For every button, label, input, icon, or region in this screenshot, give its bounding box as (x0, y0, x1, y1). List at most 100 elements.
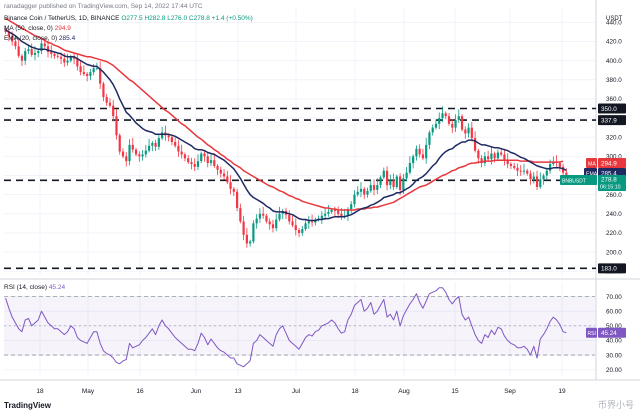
ema-legend[interactable]: EMA (20, close, 0) 285.4 (4, 35, 75, 42)
candle-body (457, 116, 460, 120)
candle-body (483, 156, 486, 164)
candle-body (369, 185, 372, 191)
candle-body (431, 127, 434, 133)
candle-body (242, 221, 245, 235)
candle-body (503, 154, 506, 161)
ma-badge (598, 158, 626, 168)
candle-body (76, 58, 79, 67)
candle-body (14, 41, 17, 47)
candle-body (353, 194, 356, 205)
level-badge (598, 103, 626, 114)
watermark-text: 币界小号 (597, 400, 634, 410)
candle-body (24, 51, 27, 61)
price-tick-label: 400.0 (606, 58, 622, 65)
candle-body (545, 170, 548, 176)
time-tick-label: May (82, 388, 95, 395)
candle-body (252, 223, 255, 242)
candle-body (249, 241, 252, 244)
candle-body (268, 221, 271, 225)
candle-body (438, 118, 441, 124)
candle-body (59, 56, 63, 59)
candle-body (532, 176, 535, 180)
ema-legend-value: 285.4 (58, 35, 76, 42)
candle-body (428, 132, 431, 145)
ma-legend[interactable]: MA (50, close, 0) 294.9 (4, 25, 71, 32)
candle-body (359, 188, 363, 192)
candle-body (235, 191, 239, 209)
time-tick-label: Jul (292, 388, 301, 395)
candle-body (46, 46, 50, 53)
candle-body (50, 52, 53, 54)
candle-body (275, 219, 278, 229)
candle-body (20, 55, 24, 61)
candle-body (363, 188, 366, 195)
watermark: 币界小号 (598, 398, 634, 411)
candle-body (203, 153, 206, 157)
rsi-tag (586, 327, 597, 338)
candle-body (516, 167, 519, 171)
time-tick-label: Aug (398, 388, 410, 395)
candle-body (79, 66, 82, 73)
candle-body (350, 204, 353, 209)
candle-body (11, 35, 14, 42)
ohlc-readout: O277.5 H282.8 L276.0 C278.8 +1.4 (+0.50%… (121, 15, 253, 22)
candle-body (447, 116, 451, 124)
time-tick-label: 18 (36, 388, 44, 395)
candle-body (434, 123, 438, 128)
level-badge (598, 263, 626, 274)
candle-body (115, 116, 118, 136)
price-tick-label: 380.0 (606, 77, 622, 84)
candle-body (17, 46, 20, 56)
candle-body (529, 173, 532, 180)
candle-body (170, 137, 173, 142)
candle-body (467, 127, 470, 134)
time-tick-label: 15 (451, 388, 459, 395)
candle-body (558, 163, 561, 167)
brand-text: TradingView (4, 401, 51, 410)
candle-body (421, 154, 425, 159)
candle-body (134, 149, 138, 155)
candle-body (278, 213, 281, 220)
candle-body (219, 169, 222, 174)
candle-body (288, 214, 291, 222)
rsi-legend[interactable]: RSI (14, close) 45.24 (4, 284, 65, 291)
candle-body (196, 161, 200, 167)
candle-body (200, 153, 203, 162)
price-tick-label: 420.0 (606, 39, 622, 46)
candle-body (131, 144, 134, 150)
candle-body (405, 172, 408, 179)
price-tick-label: 320.0 (606, 134, 622, 141)
candle-body (480, 158, 483, 164)
candle-body (496, 152, 500, 159)
candle-body (174, 142, 177, 146)
candle-body (92, 68, 95, 73)
candle-body (451, 123, 454, 128)
rsi-tick-label: 70.00 (606, 294, 622, 301)
publish-line: ranadagger published on TradingView.com,… (4, 3, 203, 10)
ma50-line (5, 17, 564, 211)
rsi-legend-label: RSI (14, close) (4, 284, 47, 291)
candle-body (30, 49, 33, 55)
candle-body (121, 151, 125, 157)
candle-body (138, 154, 141, 157)
last-badge (598, 175, 626, 191)
candle-body (209, 160, 213, 164)
candle-body (454, 119, 457, 128)
price-tick-label: 300.0 (606, 154, 622, 161)
price-tick-label: 440.0 (606, 20, 622, 27)
candle-body (395, 176, 398, 187)
candle-body (128, 144, 131, 162)
candle-body (40, 43, 43, 52)
candle-body (379, 177, 382, 186)
candle-body (216, 165, 219, 170)
last-tag (560, 175, 597, 185)
level-badge-label: 183.0 (601, 266, 617, 273)
currency-label: USDT (606, 16, 623, 22)
tradingview-logo: TradingView (4, 401, 51, 410)
candle-body (402, 178, 405, 190)
time-tick-label: 19 (558, 388, 566, 395)
candle-body (53, 53, 56, 56)
candle-body (385, 170, 389, 186)
candle-body (183, 154, 187, 159)
